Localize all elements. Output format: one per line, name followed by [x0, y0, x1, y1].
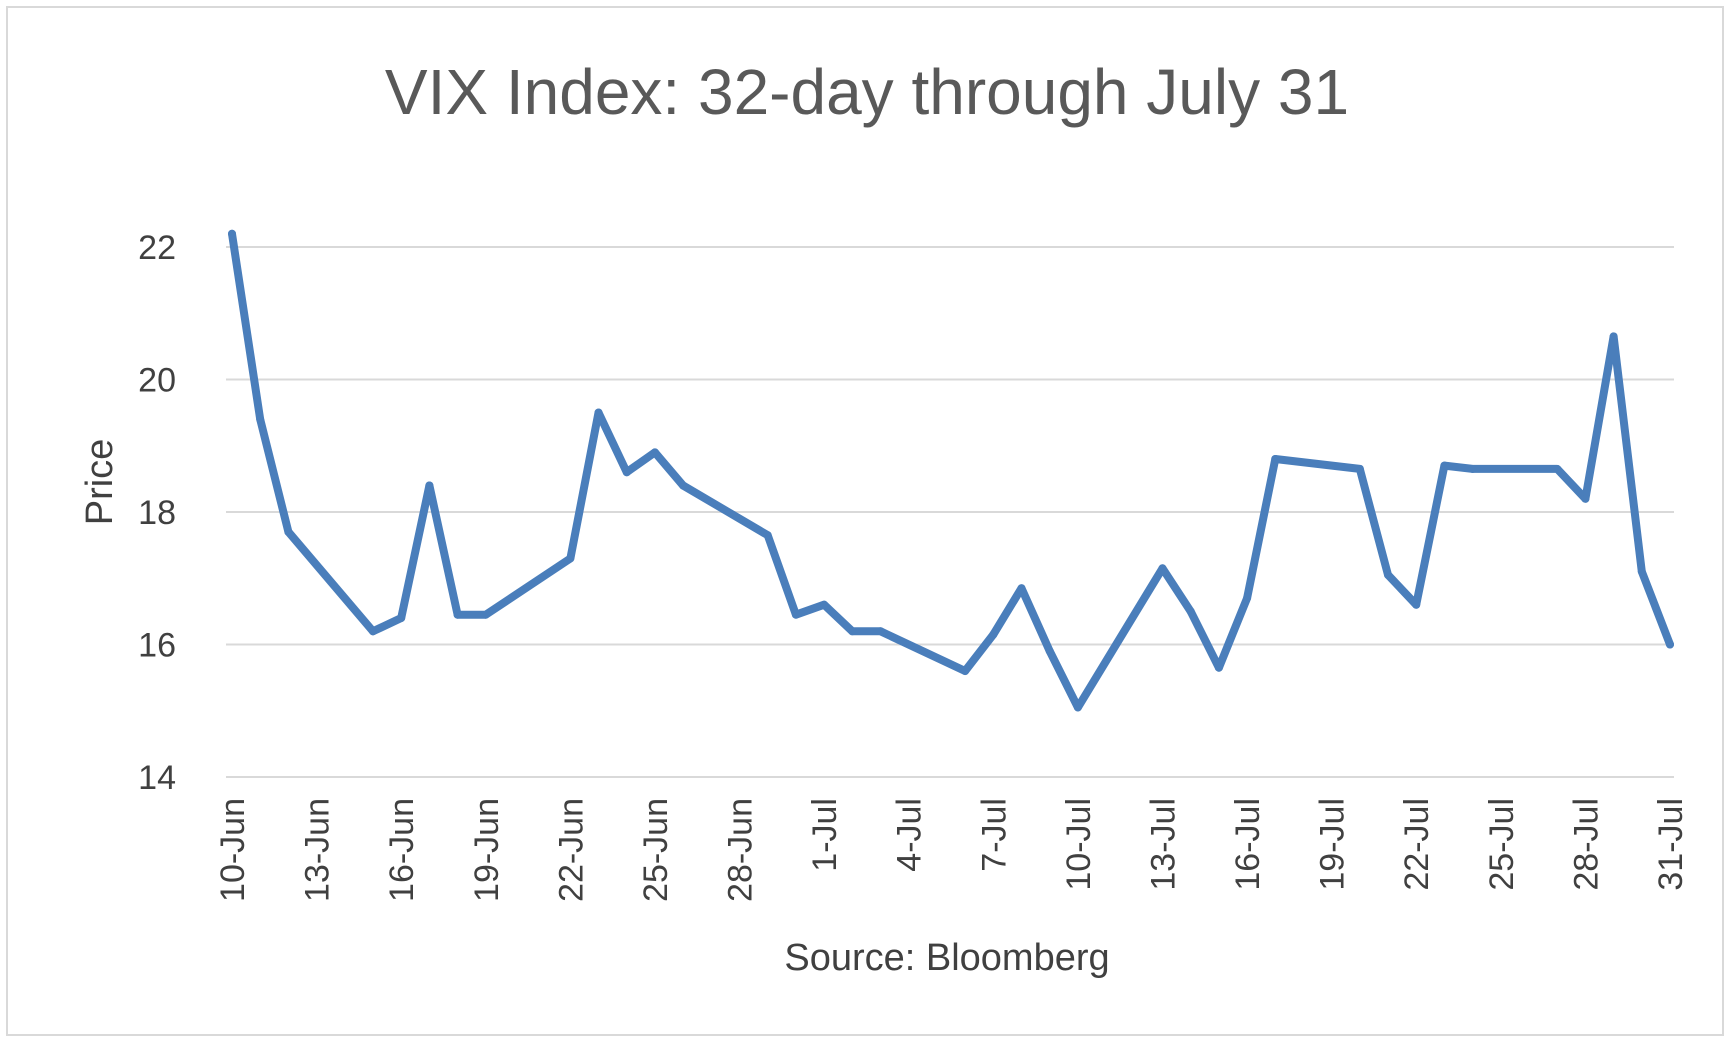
data-point — [1440, 461, 1449, 470]
data-point — [876, 627, 885, 636]
x-tick-label: 16-Jun — [383, 798, 421, 902]
x-tick-label: 7-Jul — [975, 798, 1013, 872]
x-tick-label: 22-Jun — [552, 798, 590, 902]
data-point — [594, 408, 603, 417]
y-tick-label: 22 — [138, 229, 176, 267]
data-point — [1412, 600, 1421, 609]
data-point — [650, 448, 659, 457]
series-line-0 — [228, 229, 1674, 712]
x-tick-label: 13-Jun — [299, 798, 337, 902]
data-point — [1243, 594, 1252, 603]
data-point — [228, 229, 236, 238]
data-point — [1355, 464, 1364, 473]
x-tick-label: 1-Jul — [806, 798, 844, 872]
x-tick-label: 28-Jun — [722, 798, 760, 902]
x-tick-label: 16-Jul — [1229, 798, 1267, 891]
data-point — [453, 610, 462, 619]
y-tick-label: 16 — [138, 627, 176, 665]
x-tick-label: 25-Jul — [1483, 798, 1521, 891]
data-point — [961, 667, 970, 675]
y-axis-ticks: 14 16 18 20 22 — [138, 229, 176, 797]
gridlines — [226, 246, 1674, 778]
chart-frame: VIX Index: 32-day through July 31 14 16 18… — [6, 6, 1724, 1036]
series-layer — [228, 229, 1674, 712]
chart-title: VIX Index: 32-day through July 31 — [385, 56, 1349, 128]
x-axis-label: Source: Bloomberg — [784, 937, 1109, 979]
data-point — [397, 614, 406, 622]
x-tick-label: 25-Jun — [637, 798, 675, 902]
x-tick-label: 31-Jul — [1652, 798, 1690, 891]
data-point — [425, 481, 434, 490]
y-tick-label: 14 — [138, 759, 176, 797]
data-point — [1017, 584, 1026, 593]
x-tick-label: 19-Jun — [468, 798, 506, 902]
data-point — [1214, 663, 1223, 672]
x-tick-label: 4-Jul — [891, 798, 929, 872]
x-axis-ticks: 10-Jun 13-Jun 16-Jun 19-Jun 22-Jun 25-Jun 28-J… — [214, 798, 1690, 902]
data-point — [848, 627, 857, 636]
x-tick-label: 22-Jul — [1398, 798, 1436, 891]
data-point — [1384, 570, 1393, 579]
data-point — [481, 610, 490, 619]
x-tick-label: 13-Jul — [1144, 798, 1182, 891]
data-point — [1073, 703, 1082, 712]
data-point — [791, 610, 800, 619]
data-point — [622, 468, 631, 477]
data-point — [1271, 455, 1280, 463]
data-point — [256, 415, 265, 424]
data-point — [368, 627, 377, 636]
data-point — [1468, 464, 1477, 473]
y-axis-label: Price — [79, 439, 121, 526]
data-point — [1609, 332, 1618, 341]
data-point — [566, 554, 575, 563]
line-chart: VIX Index: 32-day through July 31 14 16 18… — [79, 56, 1690, 979]
x-tick-label: 28-Jul — [1567, 798, 1605, 891]
y-tick-label: 20 — [138, 362, 176, 400]
data-point — [763, 531, 772, 540]
x-tick-label: 19-Jul — [1314, 798, 1352, 891]
y-tick-label: 18 — [138, 494, 176, 532]
data-point — [1186, 607, 1195, 616]
data-point — [679, 481, 688, 490]
data-point — [989, 630, 998, 639]
data-point — [1581, 494, 1590, 503]
data-point — [820, 600, 829, 609]
x-tick-label: 10-Jul — [1060, 798, 1098, 891]
data-point — [1158, 564, 1167, 573]
data-point — [1553, 464, 1562, 473]
data-point — [1637, 567, 1646, 576]
data-point — [1666, 640, 1674, 649]
data-point — [284, 527, 293, 536]
x-tick-label: 10-Jun — [214, 798, 252, 902]
data-point — [1045, 647, 1054, 656]
